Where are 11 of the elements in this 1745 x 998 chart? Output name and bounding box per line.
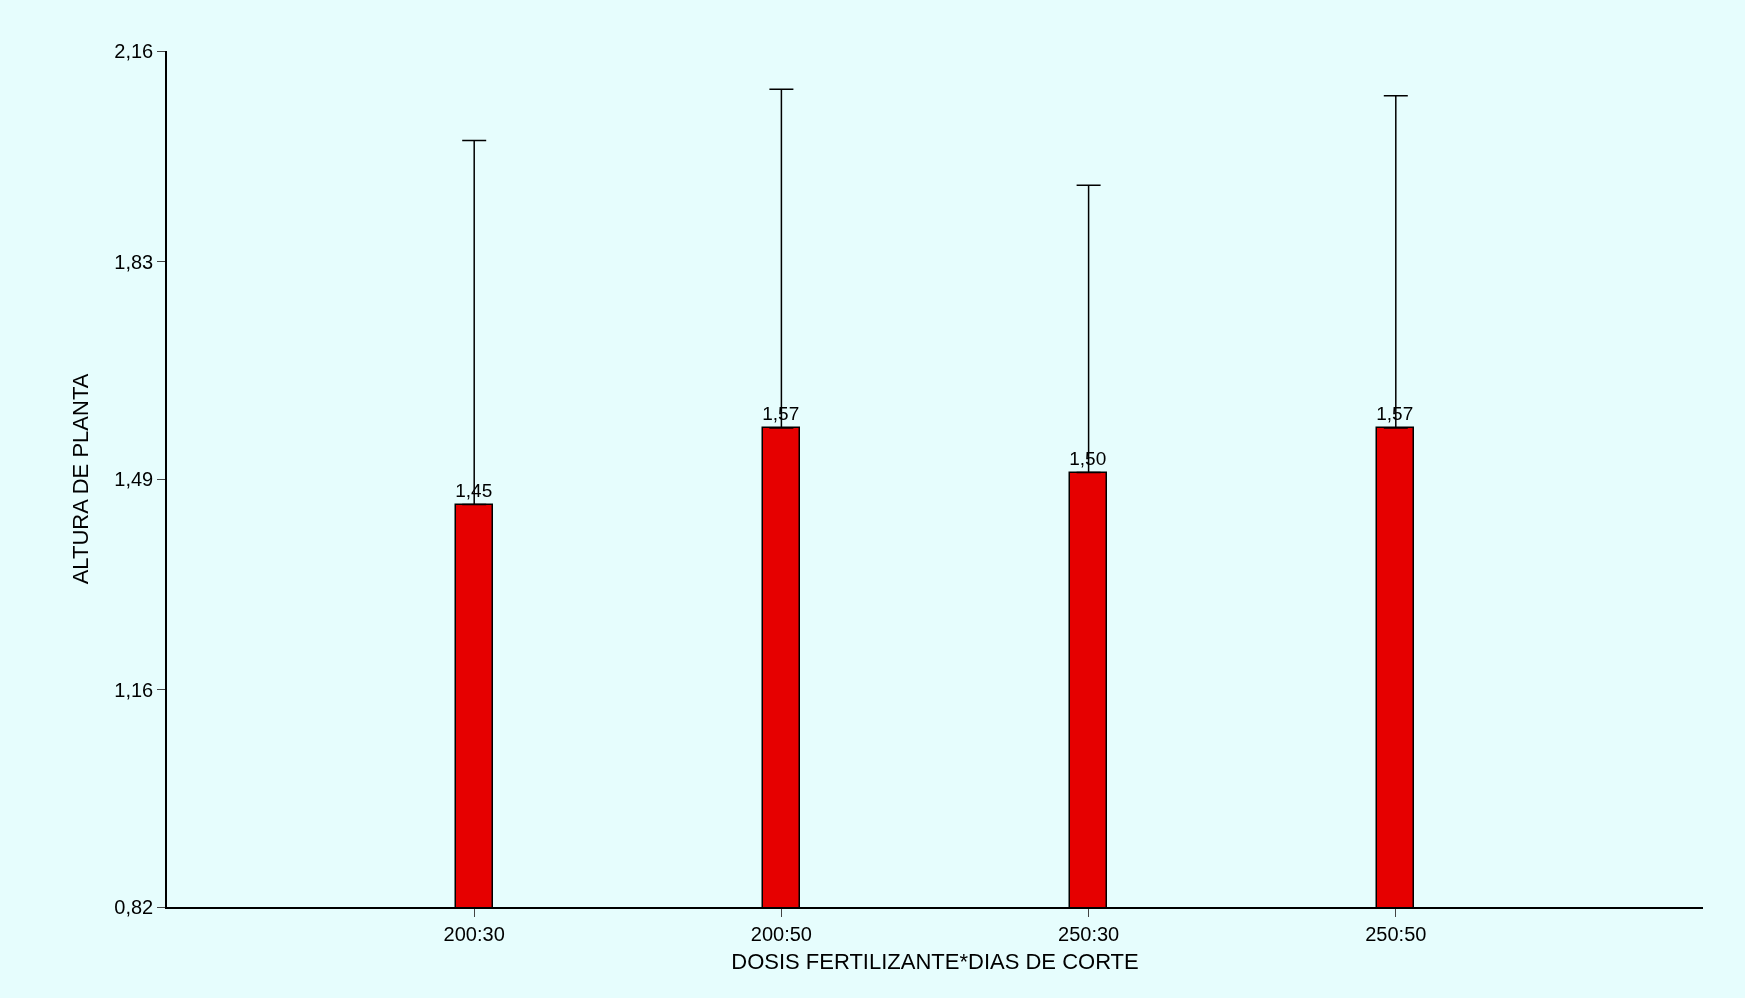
x-tick-label: 200:30 bbox=[443, 922, 505, 945]
y-tick-label: 1,83 bbox=[114, 250, 154, 273]
y-tick-label: 1,16 bbox=[114, 678, 154, 701]
x-axis-title: DOSIS FERTILIZANTE*DIAS DE CORTE bbox=[731, 949, 1139, 975]
y-tick-label: 2,16 bbox=[114, 40, 154, 62]
x-tick-label: 250:30 bbox=[1058, 922, 1120, 945]
x-tick-label: 250:50 bbox=[1365, 922, 1427, 945]
y-axis-title: ALTURA DE PLANTA bbox=[67, 373, 93, 585]
x-tick-label: 200:50 bbox=[750, 922, 812, 945]
y-tick-label: 0,82 bbox=[114, 896, 154, 918]
y-tick-label: 1,49 bbox=[114, 468, 154, 490]
